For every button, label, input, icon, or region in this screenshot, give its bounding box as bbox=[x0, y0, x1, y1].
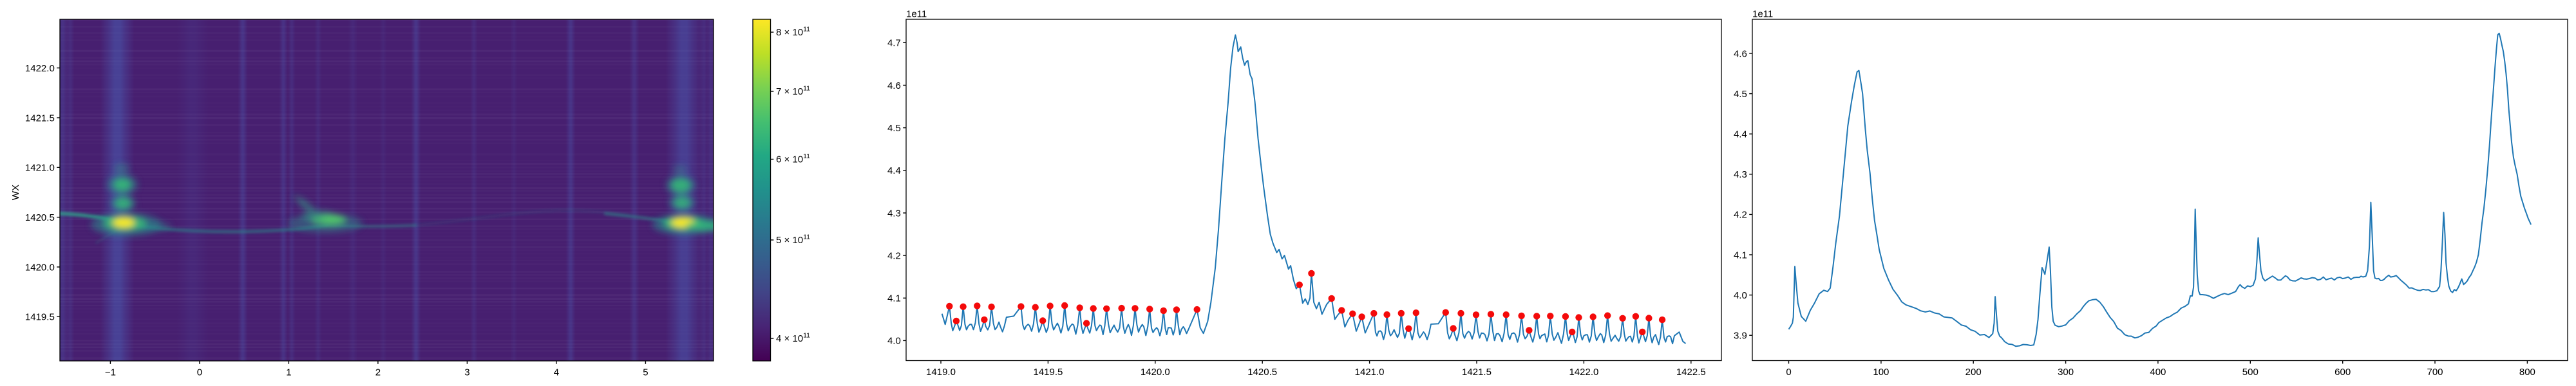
svg-text:1419.0: 1419.0 bbox=[926, 367, 956, 378]
svg-text:7 × 1011: 7 × 1011 bbox=[776, 85, 810, 98]
svg-text:0: 0 bbox=[1786, 367, 1791, 378]
svg-text:2: 2 bbox=[375, 367, 381, 378]
svg-text:−1: −1 bbox=[105, 367, 116, 378]
svg-text:800: 800 bbox=[2519, 367, 2535, 378]
svg-text:4.7: 4.7 bbox=[887, 38, 901, 49]
svg-text:1420.5: 1420.5 bbox=[25, 212, 55, 223]
svg-text:700: 700 bbox=[2427, 367, 2443, 378]
svg-text:3: 3 bbox=[464, 367, 469, 378]
svg-text:1e11: 1e11 bbox=[906, 8, 927, 19]
svg-text:4.0: 4.0 bbox=[1734, 290, 1747, 301]
svg-text:1e11: 1e11 bbox=[1752, 8, 1773, 19]
svg-text:4.3: 4.3 bbox=[1734, 169, 1747, 180]
svg-text:1419.5: 1419.5 bbox=[1033, 367, 1063, 378]
svg-text:1419.5: 1419.5 bbox=[25, 312, 55, 323]
svg-text:4.1: 4.1 bbox=[1734, 250, 1747, 261]
svg-text:6 × 1011: 6 × 1011 bbox=[776, 152, 810, 165]
svg-text:4: 4 bbox=[554, 367, 559, 378]
svg-text:4.5: 4.5 bbox=[887, 123, 901, 134]
svg-text:4.3: 4.3 bbox=[887, 208, 901, 219]
svg-text:4.0: 4.0 bbox=[887, 336, 901, 347]
svg-text:1420.0: 1420.0 bbox=[1141, 367, 1170, 378]
svg-text:1421.5: 1421.5 bbox=[25, 113, 55, 124]
svg-text:1420.0: 1420.0 bbox=[25, 262, 55, 273]
svg-text:8 × 1011: 8 × 1011 bbox=[776, 26, 810, 39]
svg-text:5 × 1011: 5 × 1011 bbox=[776, 234, 810, 246]
svg-text:1420.5: 1420.5 bbox=[1247, 367, 1277, 378]
svg-text:1: 1 bbox=[286, 367, 291, 378]
svg-text:1422.0: 1422.0 bbox=[1569, 367, 1598, 378]
svg-text:300: 300 bbox=[2058, 367, 2074, 378]
svg-text:4.4: 4.4 bbox=[887, 165, 901, 176]
svg-text:1421.0: 1421.0 bbox=[25, 163, 55, 174]
svg-text:0: 0 bbox=[197, 367, 202, 378]
svg-text:4.6: 4.6 bbox=[1734, 48, 1747, 59]
svg-text:500: 500 bbox=[2242, 367, 2259, 378]
svg-text:600: 600 bbox=[2334, 367, 2351, 378]
svg-text:400: 400 bbox=[2150, 367, 2166, 378]
svg-text:4.6: 4.6 bbox=[887, 80, 901, 91]
svg-text:3.9: 3.9 bbox=[1734, 331, 1747, 342]
svg-text:4.2: 4.2 bbox=[887, 250, 901, 261]
svg-text:1422.0: 1422.0 bbox=[25, 63, 55, 74]
svg-text:4.1: 4.1 bbox=[887, 293, 901, 304]
svg-text:4 × 1011: 4 × 1011 bbox=[776, 332, 810, 345]
svg-text:4.4: 4.4 bbox=[1734, 129, 1747, 140]
svg-text:1421.5: 1421.5 bbox=[1462, 367, 1492, 378]
svg-text:4.5: 4.5 bbox=[1734, 89, 1747, 100]
svg-text:4.2: 4.2 bbox=[1734, 210, 1747, 221]
svg-text:100: 100 bbox=[1873, 367, 1889, 378]
svg-text:200: 200 bbox=[1965, 367, 1982, 378]
svg-text:WX: WX bbox=[10, 185, 21, 200]
svg-text:5: 5 bbox=[643, 367, 648, 378]
svg-text:1422.5: 1422.5 bbox=[1676, 367, 1706, 378]
svg-text:1421.0: 1421.0 bbox=[1355, 367, 1385, 378]
